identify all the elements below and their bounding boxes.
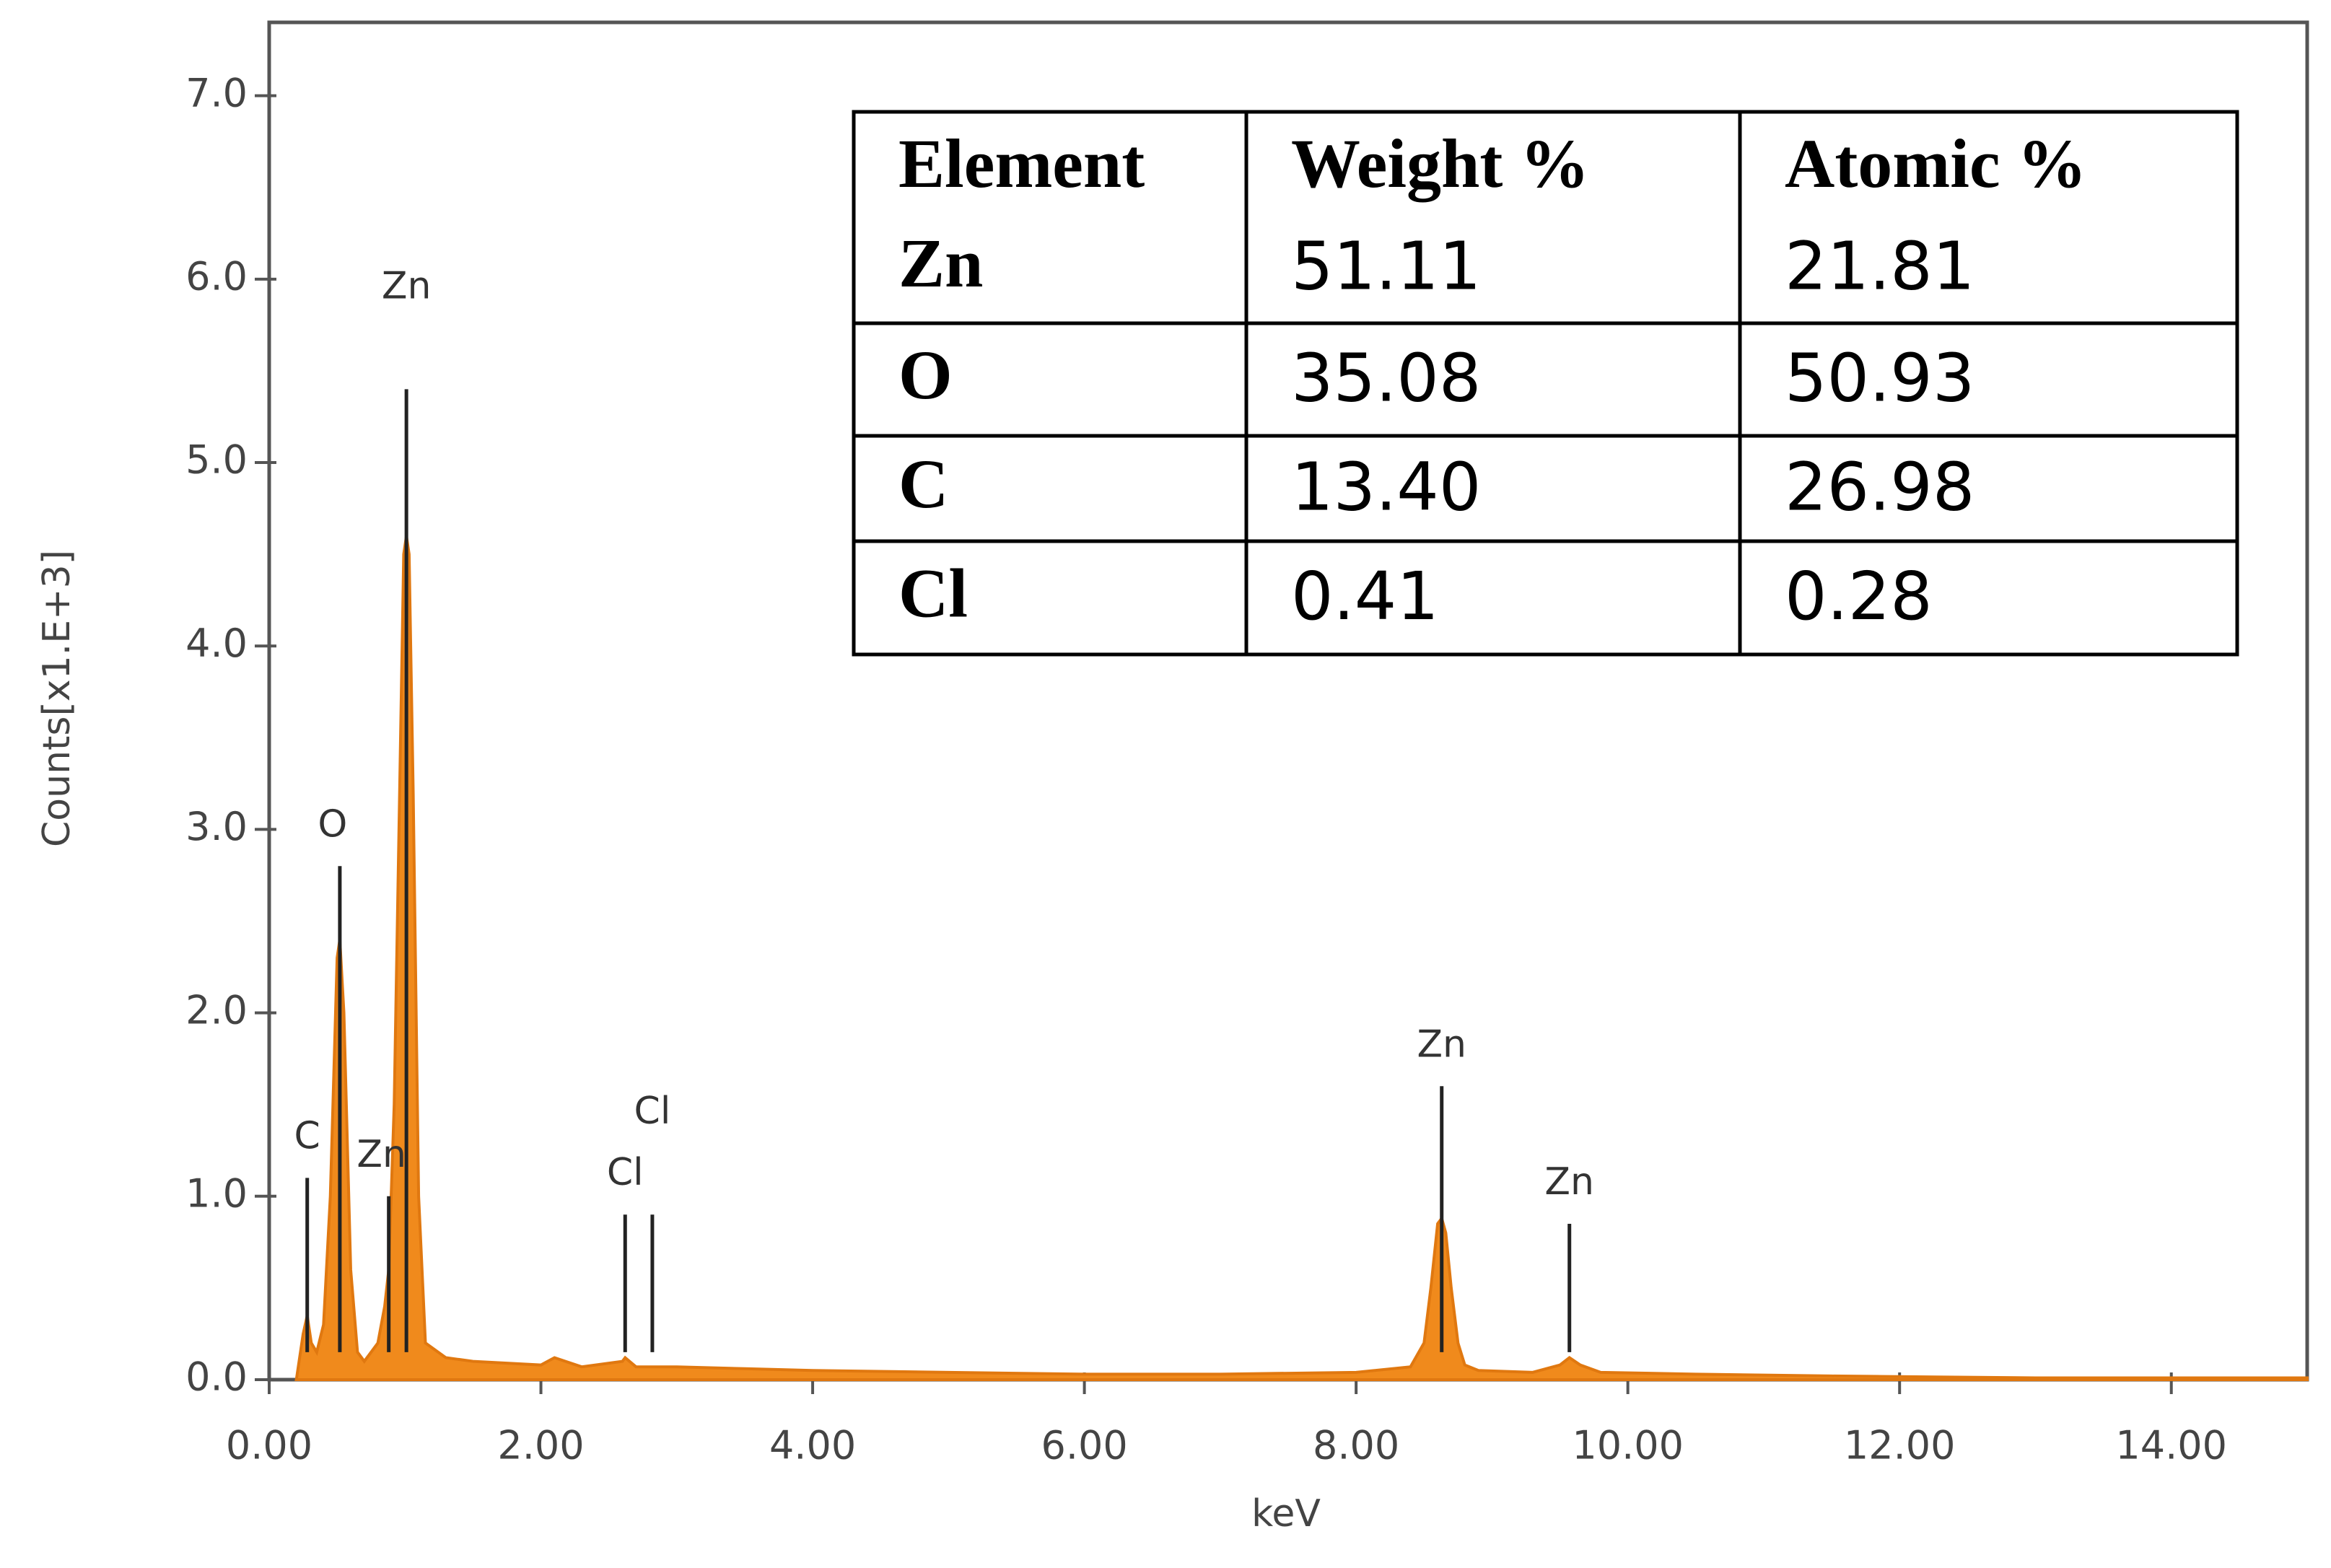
y-tick-label: 2.0 (185, 987, 248, 1033)
peak-label: Cl (634, 1090, 671, 1133)
table-cell: 0.41 (1291, 558, 1439, 635)
x-tick-label: 14.00 (2115, 1423, 2227, 1468)
x-tick-label: 8.00 (1313, 1423, 1399, 1468)
peak-label: O (318, 802, 347, 846)
table-frame (852, 110, 2239, 657)
x-tick-label: 12.00 (1844, 1423, 1956, 1468)
y-tick-label: 7.0 (185, 70, 248, 115)
spectrum-area (294, 535, 2309, 1381)
peak-label: C (294, 1114, 320, 1157)
peak-label: Zn (1544, 1160, 1594, 1204)
table-header: Element (898, 125, 1145, 202)
peak-label: Zn (357, 1133, 406, 1176)
table-cell: 13.40 (1291, 448, 1481, 525)
table-cell: 35.08 (1291, 339, 1481, 416)
table-cell: 26.98 (1785, 448, 1974, 525)
y-tick-label: 4.0 (185, 621, 248, 666)
x-tick-label: 0.00 (226, 1423, 312, 1468)
table-element: Zn (898, 224, 983, 302)
peak-label: Cl (607, 1151, 644, 1194)
y-tick-label: 1.0 (185, 1170, 248, 1216)
table-element: O (898, 336, 953, 413)
table-cell: 50.93 (1785, 339, 1974, 416)
peak-label: Zn (1417, 1022, 1466, 1066)
x-axis-label: keV (1251, 1492, 1321, 1536)
y-axis-label: Counts[x1.E+3] (35, 550, 79, 847)
table-cell: 51.11 (1291, 227, 1481, 305)
y-tick-label: 5.0 (185, 437, 248, 483)
y-tick-label: 0.0 (185, 1354, 248, 1400)
table-cell: 21.81 (1785, 227, 1974, 305)
table-element: C (898, 445, 948, 522)
x-tick-label: 10.00 (1572, 1423, 1684, 1468)
x-tick-label: 4.00 (769, 1423, 856, 1468)
table-header: Weight % (1291, 125, 1589, 202)
y-tick-label: 3.0 (185, 804, 248, 849)
table-cell: 0.28 (1785, 558, 1933, 635)
x-tick-label: 2.00 (497, 1423, 584, 1468)
table-element: Cl (898, 555, 968, 632)
x-tick-label: 6.00 (1041, 1423, 1127, 1468)
y-tick-label: 6.0 (185, 254, 248, 299)
table-header: Atomic % (1785, 125, 2087, 202)
peak-label: Zn (382, 264, 432, 307)
